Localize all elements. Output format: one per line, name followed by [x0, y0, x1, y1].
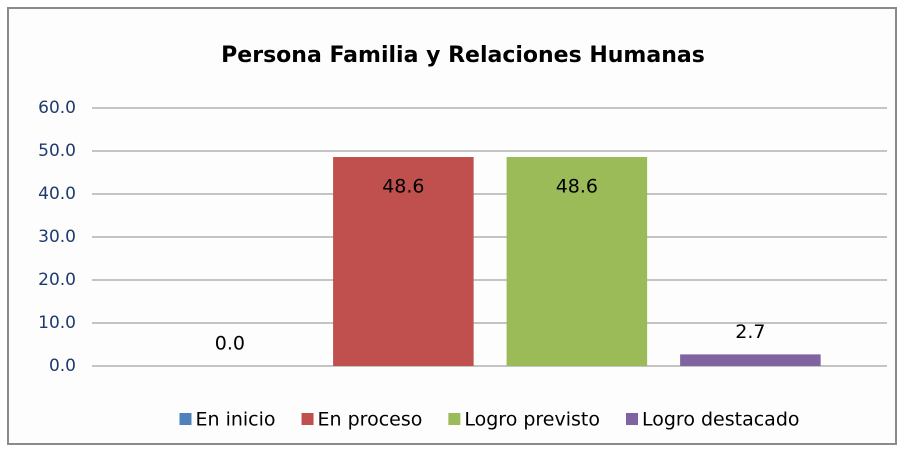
y-tick-label: 20.0: [38, 270, 76, 290]
legend-swatch: [448, 413, 461, 425]
data-label: 48.6: [556, 176, 598, 198]
bar: [506, 157, 648, 366]
bar: [680, 354, 821, 366]
y-tick-label: 10.0: [38, 313, 76, 333]
y-tick-label: 0.0: [49, 356, 76, 376]
legend-swatch: [179, 413, 192, 425]
legend-label: En proceso: [318, 409, 423, 431]
bar: [333, 157, 474, 366]
legend-swatch: [626, 413, 638, 425]
y-tick-label: 40.0: [38, 184, 76, 204]
data-label: 2.7: [735, 321, 765, 343]
data-label: 48.6: [382, 176, 424, 198]
y-tick-label: 30.0: [38, 227, 76, 247]
legend-label: En inicio: [195, 409, 275, 431]
chart-title: Persona Familia y Relaciones Humanas: [221, 43, 705, 68]
legend-label: Logro previsto: [464, 409, 600, 431]
legend-label: Logro destacado: [642, 409, 800, 431]
y-tick-label: 60.0: [38, 98, 76, 118]
legend-swatch: [301, 413, 314, 425]
data-label: 0.0: [215, 333, 245, 355]
y-tick-label: 50.0: [38, 141, 76, 161]
